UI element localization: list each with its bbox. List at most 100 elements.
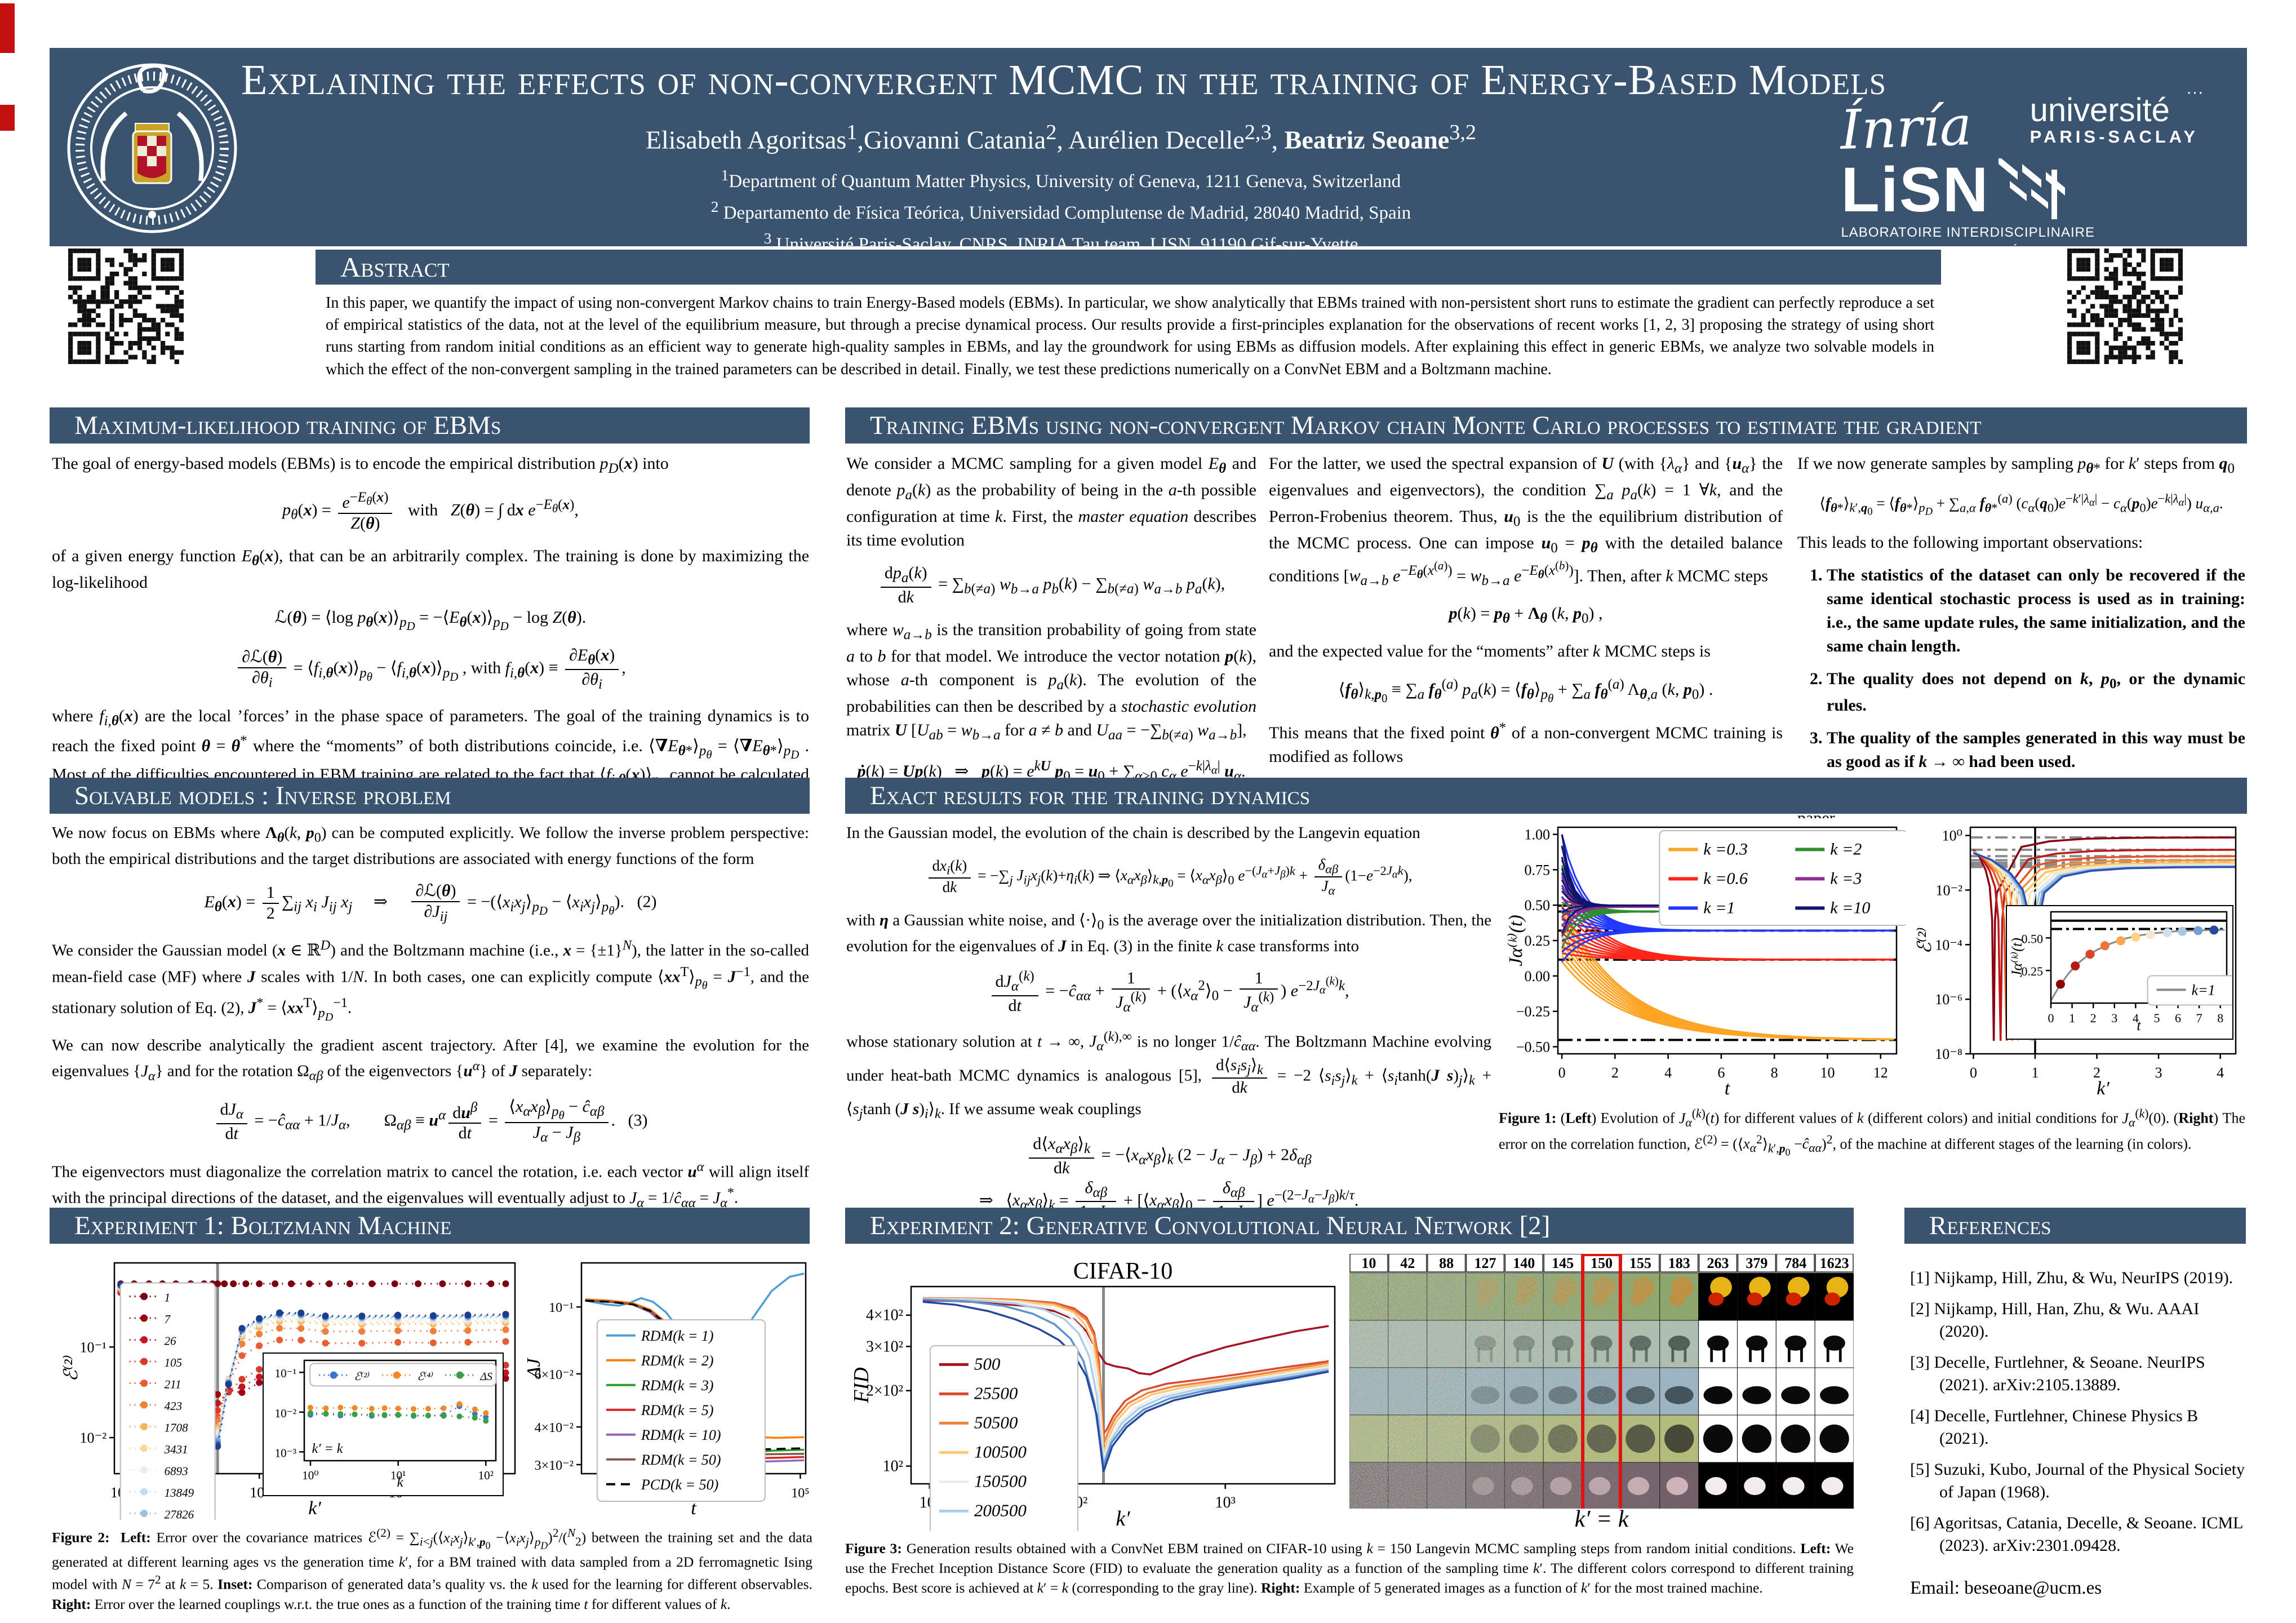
noise-overlay xyxy=(1465,1462,1505,1510)
mcmc-paragraph-4: and the expected value for the “moments”… xyxy=(1269,642,1711,661)
x-axis-label: t xyxy=(1725,1078,1731,1099)
series-line xyxy=(1561,904,1894,1040)
series-marker xyxy=(483,1410,489,1416)
section-header-mcmc: Training EBMs using non-convergent Marko… xyxy=(845,407,2247,444)
legend-label: 6893 xyxy=(165,1464,188,1478)
reference-6: [6] Agoritsas, Catania, Decelle, & Seoan… xyxy=(1910,1513,2243,1555)
series-marker xyxy=(429,1312,437,1319)
legend-label: 25500 xyxy=(974,1383,1018,1403)
series-line xyxy=(120,1286,506,1440)
grid-col-label-box xyxy=(1465,1253,1505,1272)
poster-authors: Elisabeth Agoritsas1,Giovanni Catania2, … xyxy=(645,121,1477,154)
x-tick-label: 0 xyxy=(1970,1065,1977,1081)
series-line xyxy=(922,1301,1329,1473)
grid-col-label: 140 xyxy=(1513,1255,1535,1271)
x-tick-label: 2 xyxy=(2093,1065,2100,1081)
x-tick-label: 6 xyxy=(1717,1065,1725,1081)
series-marker xyxy=(238,1389,246,1396)
series-marker xyxy=(221,1280,228,1288)
exact-results-content: In the Gaussian model, the evolution of … xyxy=(846,822,1491,1236)
series-marker xyxy=(297,1309,305,1316)
series-line xyxy=(120,1287,506,1430)
figure3-chart: 10¹10²10³10²2×10²3×10²4×10²k′FIDCIFAR-10… xyxy=(850,1258,1336,1587)
inria-logo: Ínría xyxy=(1839,94,1973,162)
series-marker xyxy=(439,1280,446,1288)
x-tick-label: 10¹ xyxy=(390,1469,406,1482)
grid-col-label: 150 xyxy=(1591,1255,1613,1271)
mcmc-master-equation: dpa(k) dk = ∑b(≠a) wb→a pb(k) − ∑b(≠a) wa… xyxy=(846,564,1256,607)
series-marker xyxy=(358,1312,366,1320)
noise-overlay xyxy=(1388,1368,1427,1415)
noise-overlay xyxy=(1659,1273,1699,1320)
y-axis-label: ΔJ xyxy=(527,1358,544,1380)
series-marker xyxy=(429,1328,437,1335)
section-max-likelihood-content: The goal of energy-based models (EBMs) i… xyxy=(52,452,809,824)
legend-label: PCD(k = 50) xyxy=(641,1476,718,1493)
section-header-solvable: Solvable models : Inverse problem xyxy=(50,778,810,814)
noise-overlay xyxy=(1388,1462,1427,1510)
series-marker xyxy=(307,1410,313,1416)
section-header-experiment2: Experiment 2: Generative Convolutional N… xyxy=(845,1208,1854,1244)
data-dot xyxy=(2116,936,2126,946)
series-marker xyxy=(464,1338,472,1346)
grid-col-label-box xyxy=(1543,1253,1582,1272)
grid-col-label: 10 xyxy=(1361,1255,1376,1271)
reference-3: [3] Decelle, Furtlehner, & Seoane. NeurI… xyxy=(1910,1353,2205,1395)
y-tick-label: −0.50 xyxy=(1516,1039,1550,1055)
series-marker xyxy=(464,1311,472,1319)
series-marker xyxy=(230,1280,237,1288)
y-tick-label: 6×10⁻² xyxy=(535,1368,574,1382)
grid-col-label: 155 xyxy=(1629,1255,1651,1271)
series-marker xyxy=(368,1405,375,1412)
noise-overlay xyxy=(1543,1415,1583,1462)
ml-equation-2: ℒ(θ) = ⟨log pθ(x)⟩pD = −⟨Eθ(x)⟩pD − log … xyxy=(274,608,587,633)
solvable-paragraph-3: We can now describe analytically the gra… xyxy=(52,1036,809,1084)
observation-3: The quality of the samples generated in … xyxy=(1827,726,2245,774)
series-marker xyxy=(464,1327,472,1334)
series-marker xyxy=(346,1280,353,1288)
grid-cell xyxy=(1814,1462,1854,1510)
series-marker xyxy=(256,1365,263,1373)
mcmc-equation-pk: p(k) = pθ + Λθ (k, p0) , xyxy=(1449,604,1603,627)
legend-box xyxy=(309,1363,497,1387)
x-tick-label: 10⁵ xyxy=(791,1486,809,1501)
y-tick-label: 0.50 xyxy=(1525,897,1551,914)
cifar-sample-grid: 10 42 88 127 140 145 150 155 183 263 379 784 1623 xyxy=(1349,1253,1854,1528)
observation-2: The quality does not depend on k, p0, or… xyxy=(1827,667,2245,717)
figure2-caption: Figure 2: Left: Error over the covarianc… xyxy=(52,1526,813,1613)
y-tick-label: 10⁻³ xyxy=(275,1446,296,1460)
legend-label: 211 xyxy=(165,1377,181,1391)
lisn-flags-icon xyxy=(1998,158,2065,219)
legend-label: ℰ⁽²⁾ xyxy=(354,1371,370,1383)
series-marker xyxy=(238,1352,246,1359)
mcmc-paragraph-3: For the latter, we used the spectral exp… xyxy=(1269,454,1783,589)
section-header-max-likelihood: Maximum-likelihood training of EBMs xyxy=(50,407,810,444)
series-line xyxy=(120,1289,506,1419)
mcmc-paragraph-6: If we now generate samples by sampling p… xyxy=(1797,454,2235,476)
data-dot xyxy=(2071,961,2080,971)
noise-overlay xyxy=(1543,1320,1583,1368)
affiliation-1: 1Department of Quantum Matter Physics, U… xyxy=(721,166,1401,192)
legend-label: RDM(k = 10) xyxy=(641,1427,721,1443)
mcmc-paragraph-2: where wa→b is the transition probability… xyxy=(846,620,1257,743)
figure3-image-grid: 10 42 88 127 140 145 150 155 183 263 379 784 1623 xyxy=(1349,1253,1854,1528)
grid-note: k′ = k xyxy=(1574,1506,1629,1532)
noise-overlay xyxy=(1388,1415,1427,1462)
grid-col-label: 127 xyxy=(1474,1255,1496,1271)
series-line xyxy=(922,1297,1329,1455)
series-marker xyxy=(358,1328,366,1335)
x-tick-label: 3 xyxy=(2111,1011,2117,1025)
poster-title: Explaining the effects of non-convergent… xyxy=(241,56,1887,104)
figure2-inset-plot: 10⁰ 10¹ 10² 10⁻¹ 10⁻² 10⁻³ k ℰ⁽²⁾ ℰ⁽⁴⁾ ΔS k′ = k xyxy=(264,1354,503,1495)
legend-label: 150500 xyxy=(974,1471,1027,1491)
series-marker xyxy=(256,1280,263,1288)
legend-label: 200500 xyxy=(974,1500,1027,1520)
y-tick-label: 4×10² xyxy=(866,1307,903,1324)
x-tick-label: 0 xyxy=(1558,1065,1566,1081)
x-tick-label: 10⁰ xyxy=(302,1469,318,1482)
y-tick-label: 10⁻¹ xyxy=(549,1301,574,1315)
x-axis-label: t xyxy=(691,1498,697,1519)
data-dot xyxy=(2193,926,2203,935)
figure1-left-chart: 0 2 4 6 8 10 12 1.00 0.75 0.50 0.25 0.00 −0.25 −0.50 t… xyxy=(1505,827,1908,1099)
